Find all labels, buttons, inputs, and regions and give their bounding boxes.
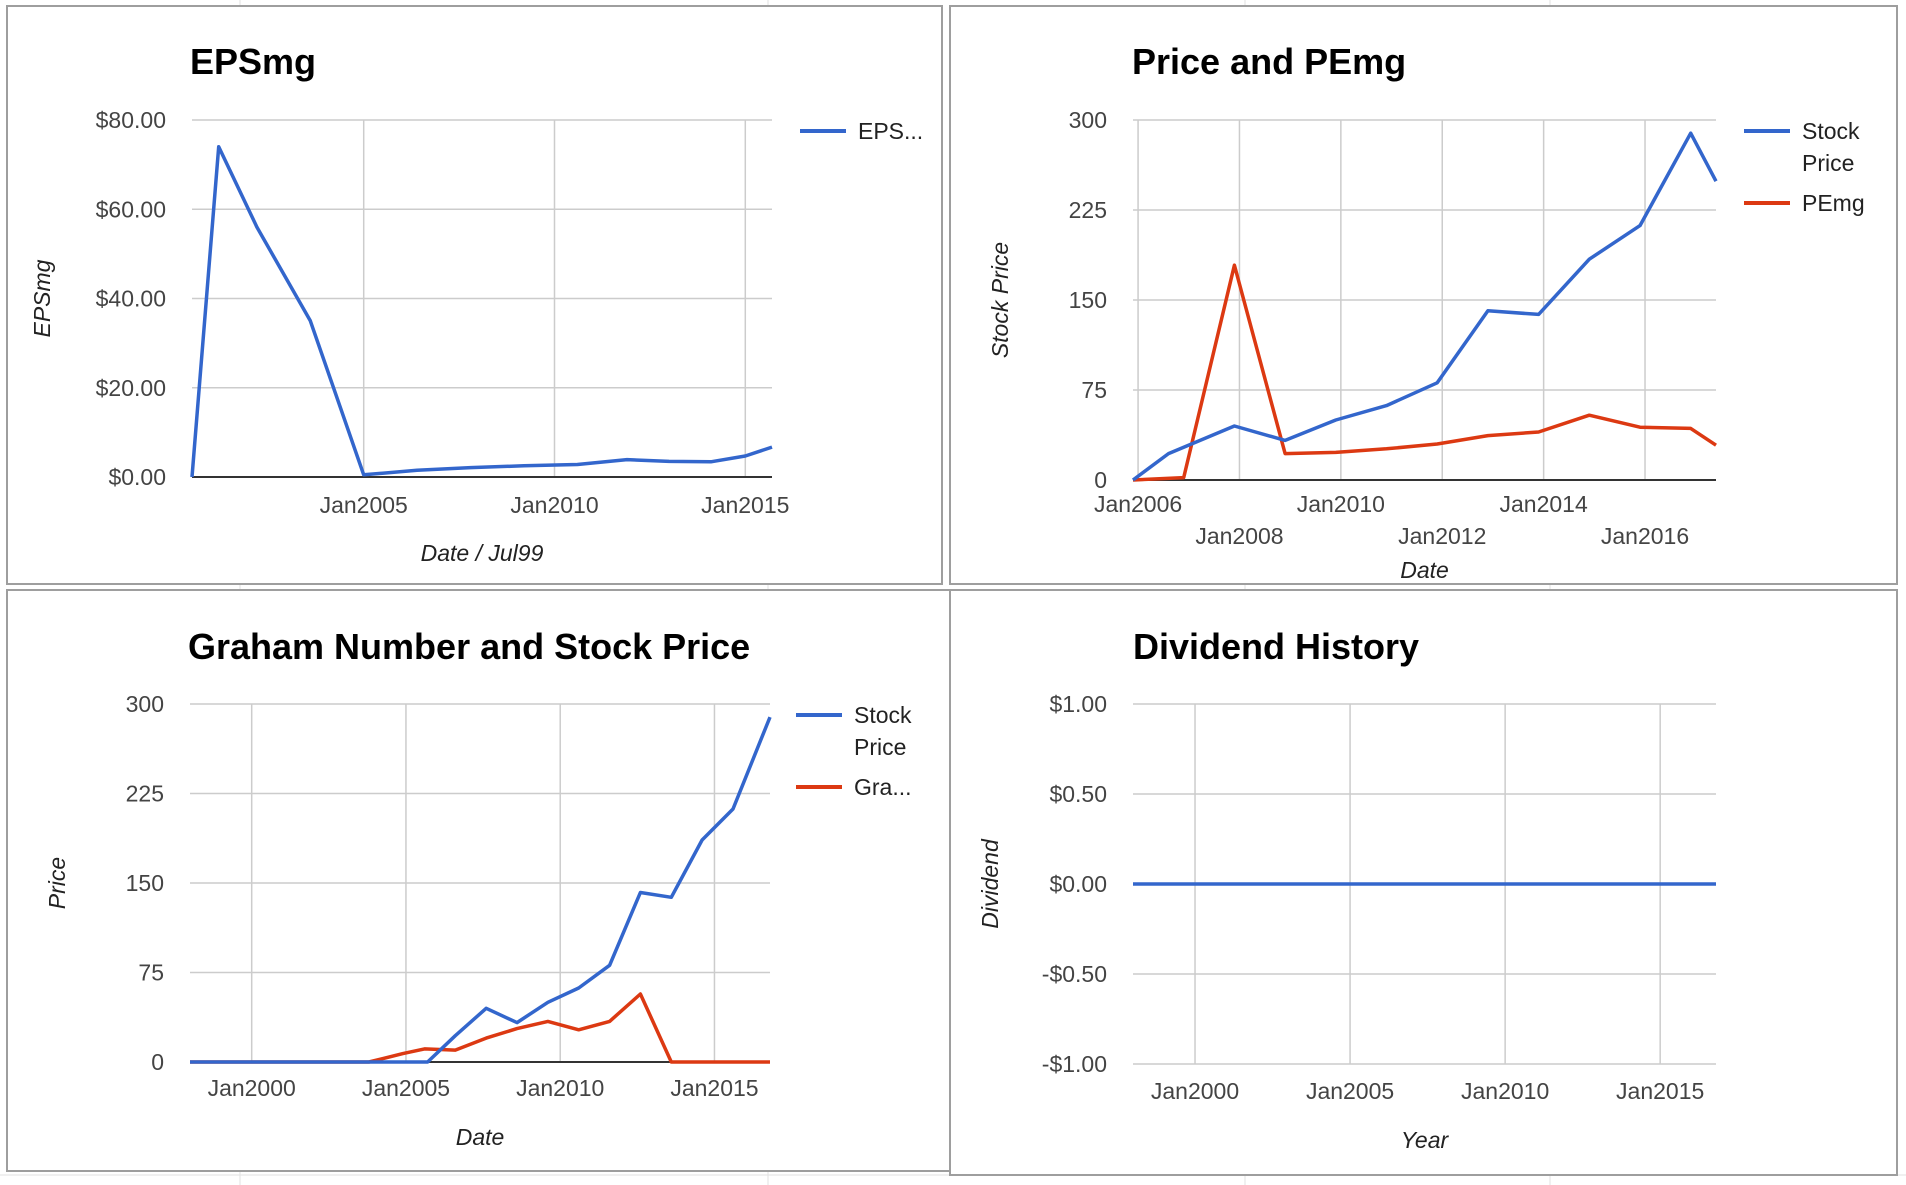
x-tick-label: Jan2012 bbox=[1398, 523, 1486, 549]
y-tick-label: 300 bbox=[126, 691, 164, 717]
y-tick-label: 150 bbox=[1069, 287, 1107, 313]
y-axis-title: EPSmg bbox=[29, 259, 55, 337]
x-tick-label: Jan2008 bbox=[1195, 523, 1283, 549]
y-tick-label: $20.00 bbox=[96, 375, 166, 401]
legend-label: PEmg bbox=[1802, 190, 1865, 216]
x-tick-label: Jan2010 bbox=[1461, 1078, 1549, 1104]
chart-title: Dividend History bbox=[1133, 626, 1419, 667]
x-tick-label: Jan2015 bbox=[1616, 1078, 1704, 1104]
series-line-2 bbox=[190, 992, 770, 1064]
y-tick-label: 75 bbox=[138, 960, 164, 986]
chart-title: EPSmg bbox=[190, 41, 316, 82]
x-tick-label: Jan2010 bbox=[1297, 491, 1385, 517]
legend-label: Stock Price bbox=[854, 702, 912, 760]
chart-panel-4: Dividend History -$1.00 -$0.50 $0.00 $0.50 $1… bbox=[949, 589, 1898, 1176]
x-tick-label: Jan2000 bbox=[208, 1075, 296, 1101]
x-axis-title: Date bbox=[1400, 557, 1449, 583]
chart-title: Price and PEmg bbox=[1132, 41, 1406, 82]
y-tick-label: 225 bbox=[1069, 197, 1107, 223]
chart-panel-2: Price and PEmg 0 75 150 225 300 Jan2006 Jan2008… bbox=[949, 5, 1898, 585]
y-tick-label: 225 bbox=[126, 781, 164, 807]
legend-label: EPS... bbox=[858, 118, 923, 144]
y-tick-label: $1.00 bbox=[1049, 691, 1107, 717]
x-tick-label: Jan2005 bbox=[362, 1075, 450, 1101]
series-line-1 bbox=[1131, 131, 1718, 482]
chart-frame bbox=[6, 5, 943, 585]
y-axis-title: Dividend bbox=[977, 838, 1003, 929]
x-tick-label: Jan2010 bbox=[516, 1075, 604, 1101]
x-tick-label: Jan2005 bbox=[1306, 1078, 1394, 1104]
y-tick-label: $80.00 bbox=[96, 107, 166, 133]
chart-panel-3: Graham Number and Stock Price 0 75 150 225 30… bbox=[6, 589, 951, 1172]
x-tick-label: Jan2014 bbox=[1500, 491, 1588, 517]
x-axis-title: Date bbox=[456, 1124, 505, 1150]
y-tick-label: 150 bbox=[126, 870, 164, 896]
x-tick-label: Jan2010 bbox=[510, 492, 598, 518]
chart-frame bbox=[6, 589, 951, 1172]
x-tick-label: Jan2006 bbox=[1094, 491, 1182, 517]
y-axis-title: Stock Price bbox=[987, 242, 1013, 358]
x-tick-label: Jan2005 bbox=[320, 492, 408, 518]
x-tick-label: Jan2015 bbox=[701, 492, 789, 518]
y-tick-label: $40.00 bbox=[96, 286, 166, 312]
chart-panel-1: EPSmg $0.00 $20.00 $40.00 $60.00 $80.00 Jan200… bbox=[6, 5, 943, 585]
legend-label: Stock Price bbox=[1802, 118, 1860, 176]
x-axis-title: Date / Jul99 bbox=[421, 540, 544, 566]
y-tick-label: 0 bbox=[1094, 467, 1107, 493]
y-tick-label: 75 bbox=[1081, 377, 1107, 403]
x-tick-label: Jan2015 bbox=[670, 1075, 758, 1101]
y-axis-title: Price bbox=[44, 857, 70, 909]
series-line-1 bbox=[190, 145, 773, 478]
y-tick-label: -$1.00 bbox=[1042, 1051, 1107, 1077]
y-tick-label: $0.50 bbox=[1049, 781, 1107, 807]
y-tick-label: -$0.50 bbox=[1042, 961, 1107, 987]
chart-frame bbox=[949, 5, 1898, 585]
legend-label: Gra... bbox=[854, 774, 912, 800]
y-tick-label: 0 bbox=[151, 1049, 164, 1075]
y-tick-label: $0.00 bbox=[1049, 871, 1107, 897]
series-line-2 bbox=[1132, 263, 1717, 482]
y-tick-label: 300 bbox=[1069, 107, 1107, 133]
y-tick-label: $60.00 bbox=[96, 196, 166, 222]
y-tick-label: $0.00 bbox=[108, 464, 166, 490]
chart-title: Graham Number and Stock Price bbox=[188, 626, 750, 667]
x-axis-title: Year bbox=[1401, 1127, 1450, 1153]
x-tick-label: Jan2016 bbox=[1601, 523, 1689, 549]
x-tick-label: Jan2000 bbox=[1151, 1078, 1239, 1104]
series-line-1 bbox=[190, 716, 772, 1064]
